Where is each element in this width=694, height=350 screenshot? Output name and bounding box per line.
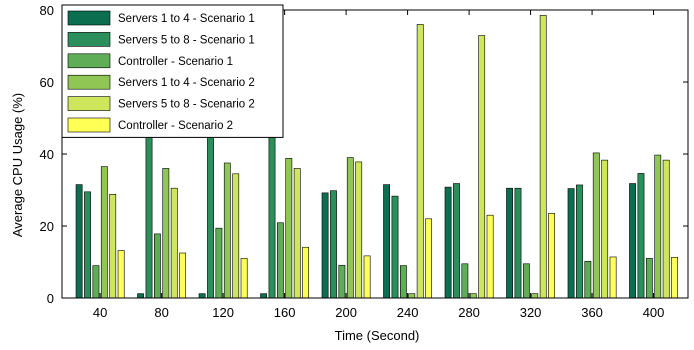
x-tick-label-120: 120 xyxy=(212,305,234,320)
bar-120-series-4 xyxy=(223,162,231,299)
bar-280-series-6 xyxy=(486,214,494,299)
bar-400-series-1 xyxy=(629,183,636,299)
legend-swatch-6 xyxy=(67,117,111,133)
bar-120-series-5 xyxy=(232,173,240,299)
bar-200-series-6 xyxy=(363,255,371,299)
legend-label-6: Controller - Scenario 2 xyxy=(118,120,233,132)
bar-120-series-6 xyxy=(240,258,248,299)
x-tick-label-240: 240 xyxy=(397,305,419,320)
bar-80-series-5 xyxy=(170,187,178,299)
bar-200-series-1 xyxy=(321,192,329,299)
bar-240-series-6 xyxy=(425,218,432,299)
legend-swatch-3 xyxy=(67,53,111,69)
legend-swatch-4 xyxy=(67,74,111,90)
bar-320-series-6 xyxy=(548,213,555,299)
bar-400-series-6 xyxy=(671,257,678,299)
bar-280-series-1 xyxy=(444,186,452,299)
bar-240-series-1 xyxy=(383,184,390,299)
bar-160-series-4 xyxy=(285,158,293,299)
x-tick-label-400: 400 xyxy=(643,305,665,320)
bar-80-series-6 xyxy=(179,252,187,299)
bar-200-series-3 xyxy=(338,264,346,299)
bar-160-series-5 xyxy=(293,168,301,299)
bar-280-series-5 xyxy=(478,35,486,299)
bar-200-series-2 xyxy=(330,190,337,299)
bar-360-series-2 xyxy=(576,184,583,299)
x-tick-label-320: 320 xyxy=(520,305,542,320)
bar-360-series-3 xyxy=(584,260,592,299)
bar-320-series-2 xyxy=(514,187,522,299)
legend-box xyxy=(61,4,284,138)
y-tick-label-80: 80 xyxy=(40,3,54,18)
bar-80-series-1 xyxy=(137,293,145,299)
bar-320-series-1 xyxy=(506,187,513,299)
y-tick-label-20: 20 xyxy=(40,219,54,234)
y-tick-label-40: 40 xyxy=(40,147,54,162)
x-tick-label-40: 40 xyxy=(93,305,107,320)
bar-400-series-5 xyxy=(662,159,670,299)
bar-200-series-5 xyxy=(355,161,363,299)
bar-320-series-3 xyxy=(522,263,530,299)
x-tick-label-80: 80 xyxy=(154,305,168,320)
bar-40-series-5 xyxy=(109,194,117,299)
y-tick-label-60: 60 xyxy=(40,75,54,90)
y-axis-title: Average CPU Usage (%) xyxy=(10,93,25,237)
bar-80-series-4 xyxy=(162,168,170,299)
bar-80-series-3 xyxy=(154,233,161,299)
bar-280-series-2 xyxy=(453,183,460,299)
bar-360-series-6 xyxy=(609,256,617,299)
axes-layer: 0 20 40 60 80 40 80 120 160 200 240 280 320 360 400 xyxy=(40,3,689,320)
bar-200-series-4 xyxy=(346,157,354,299)
legend-swatch-1 xyxy=(67,10,111,26)
bar-240-series-4 xyxy=(408,293,416,299)
bar-400-series-4 xyxy=(654,154,662,299)
legend: Servers 1 to 4 - Scenario 1 Servers 5 to … xyxy=(61,4,284,138)
bar-320-series-5 xyxy=(539,15,547,299)
bar-120-series-3 xyxy=(215,227,223,299)
bar-120-series-1 xyxy=(198,293,206,299)
bar-40-series-6 xyxy=(117,250,125,299)
bar-40-series-2 xyxy=(84,191,91,299)
legend-swatch-2 xyxy=(67,32,111,47)
bar-280-series-3 xyxy=(461,263,469,299)
legend-label-4: Servers 1 to 4 - Scenario 2 xyxy=(118,77,255,89)
bar-160-series-1 xyxy=(260,293,268,299)
bar-360-series-1 xyxy=(567,188,575,299)
x-tick-label-200: 200 xyxy=(335,305,357,320)
bar-360-series-5 xyxy=(601,159,609,299)
bar-240-series-5 xyxy=(416,24,424,299)
x-tick-label-160: 160 xyxy=(274,305,296,320)
bar-40-series-3 xyxy=(92,265,100,299)
bar-280-series-4 xyxy=(469,293,477,299)
bar-400-series-3 xyxy=(645,258,653,299)
legend-label-5: Servers 5 to 8 - Scenario 2 xyxy=(118,99,255,111)
x-axis-title: Time (Second) xyxy=(335,328,420,343)
legend-swatch-5 xyxy=(67,96,111,111)
bar-240-series-2 xyxy=(391,195,399,299)
bar-320-series-4 xyxy=(531,293,539,299)
bar-400-series-2 xyxy=(637,173,645,299)
legend-label-3: Controller - Scenario 1 xyxy=(118,56,233,68)
bar-160-series-3 xyxy=(277,222,284,299)
bar-360-series-4 xyxy=(592,152,600,299)
bar-240-series-3 xyxy=(399,265,407,299)
x-tick-label-360: 360 xyxy=(581,305,603,320)
legend-label-1: Servers 1 to 4 - Scenario 1 xyxy=(118,13,255,25)
bar-40-series-4 xyxy=(100,166,108,299)
bar-40-series-1 xyxy=(75,184,83,299)
y-tick-label-0: 0 xyxy=(47,291,54,306)
x-tick-label-280: 280 xyxy=(458,305,480,320)
bar-160-series-6 xyxy=(302,246,310,299)
legend-label-2: Servers 5 to 8 - Scenario 1 xyxy=(118,34,255,46)
